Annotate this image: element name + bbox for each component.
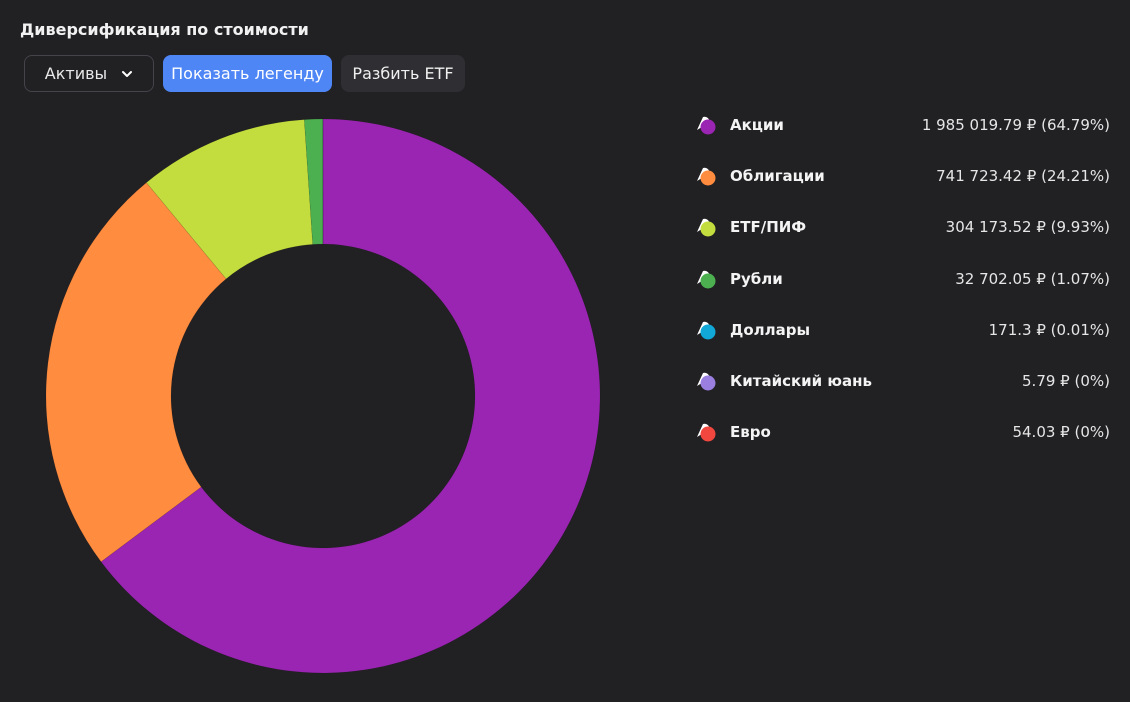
legend-item-value: 1 985 019.79 ₽ (64.79%): [921, 116, 1110, 134]
legend-item[interactable]: ETF/ПИФ 304 173.52 ₽ (9.93%): [694, 214, 1110, 240]
split-etf-button[interactable]: Разбить ETF: [341, 55, 465, 92]
legend-item[interactable]: Евро 54.03 ₽ (0%): [694, 419, 1110, 445]
chart-toolbar: Активы Показать легенду Разбить ETF: [24, 55, 465, 92]
legend-item[interactable]: Рубли 32 702.05 ₽ (1.07%): [694, 266, 1110, 292]
legend-item-label: Китайский юань: [730, 371, 872, 390]
legend-item[interactable]: Облигации 741 723.42 ₽ (24.21%): [694, 163, 1110, 189]
legend-item-label: ETF/ПИФ: [730, 218, 807, 237]
legend-item-value: 741 723.42 ₽ (24.21%): [936, 167, 1110, 186]
chevron-down-icon: [122, 70, 133, 77]
legend-item[interactable]: Акции 1 985 019.79 ₽ (64.79%): [694, 112, 1110, 138]
legend-pie-icon: [697, 116, 716, 135]
legend-item-value: 304 173.52 ₽ (9.93%): [945, 218, 1110, 237]
donut-slice-2[interactable]: [45, 182, 227, 563]
donut-chart-area: [0, 100, 650, 702]
asset-type-select-label: Активы: [44, 64, 108, 83]
donut-slice-3[interactable]: [145, 119, 314, 280]
donut-chart: [45, 118, 601, 674]
legend-pie-icon: [697, 321, 716, 340]
chart-legend: Акции 1 985 019.79 ₽ (64.79%) Облигации 741…: [694, 112, 1110, 470]
legend-pie-icon: [697, 423, 716, 442]
show-legend-button[interactable]: Показать легенду: [163, 55, 332, 92]
donut-slice-1[interactable]: [100, 118, 601, 674]
legend-item-value: 171.3 ₽ (0.01%): [988, 320, 1110, 339]
legend-item-value: 32 702.05 ₽ (1.07%): [955, 269, 1110, 288]
legend-pie-icon: [697, 219, 716, 237]
legend-item-value: 54.03 ₽ (0%): [1012, 423, 1110, 442]
page-title: Диверсификация по стоимости: [20, 20, 309, 39]
legend-item-value: 5.79 ₽ (0%): [1022, 371, 1110, 390]
legend-pie-icon: [697, 270, 716, 289]
legend-item-label: Доллары: [730, 320, 811, 339]
legend-item[interactable]: Доллары 171.3 ₽ (0.01%): [694, 317, 1110, 343]
legend-item-label: Рубли: [730, 269, 783, 288]
legend-item-label: Облигации: [730, 167, 825, 186]
legend-item-label: Евро: [730, 423, 771, 442]
legend-pie-icon: [697, 372, 716, 391]
legend-pie-icon: [697, 167, 716, 186]
asset-type-select[interactable]: Активы: [24, 55, 154, 92]
legend-item-label: Акции: [730, 116, 784, 134]
legend-item[interactable]: Китайский юань 5.79 ₽ (0%): [694, 368, 1110, 394]
